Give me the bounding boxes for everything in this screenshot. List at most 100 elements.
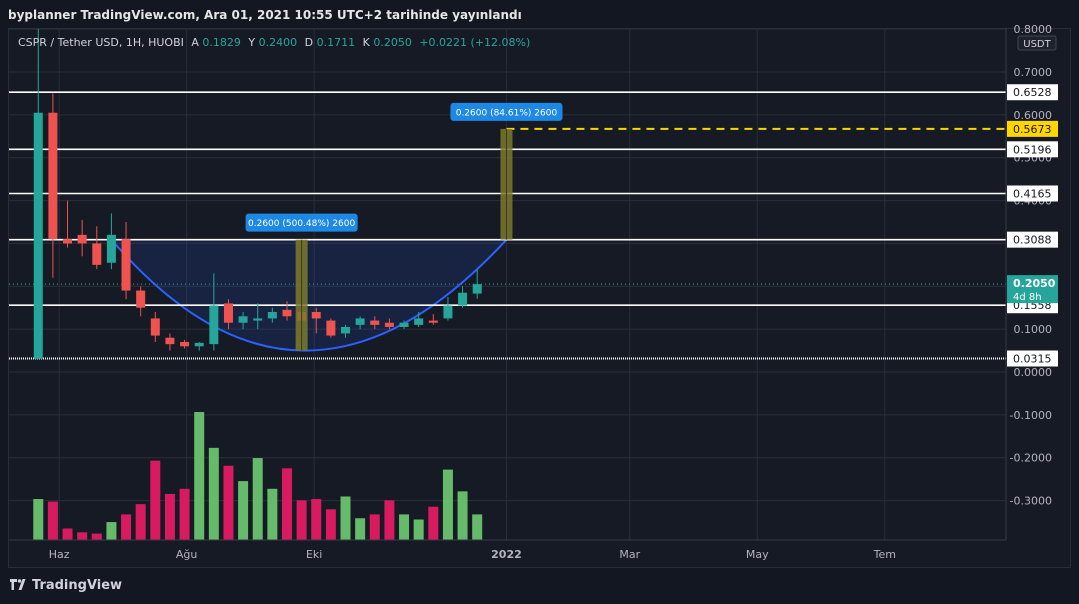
volume-bar [413, 519, 424, 540]
currency-badge [1017, 35, 1057, 51]
volume-bar [135, 504, 146, 540]
candle-body [194, 342, 204, 347]
cup-pattern [110, 238, 508, 352]
legend-low-label: D [305, 36, 313, 49]
price-tick-label: 0.8000 [1014, 23, 1053, 36]
candle-body [77, 234, 87, 244]
time-tick-label: Haz [49, 548, 70, 561]
target-price-label: 0.5673 [1013, 123, 1052, 136]
last-price-label: 0.2050 [1013, 277, 1056, 290]
level-price-label: 0.4165 [1013, 188, 1052, 201]
volume-bar [121, 514, 132, 540]
candle-body [92, 243, 102, 265]
candle-body [326, 320, 336, 336]
price-axis: 0.80000.70000.60000.50000.40000.30000.20… [1005, 23, 1058, 540]
candle-body [63, 239, 73, 244]
candle-body [267, 312, 277, 319]
legend-symbol: CSPR / Tether USD, 1H, HUOBI [18, 36, 184, 49]
volume-bar [472, 514, 483, 540]
price-tick-label: -0.1000 [1010, 409, 1052, 422]
volume-bar [47, 501, 58, 540]
candle-body [472, 284, 482, 294]
volume-bar [399, 514, 410, 540]
publish-header: byplanner TradingView.com, Ara 01, 2021 … [0, 0, 1079, 28]
volume-bar [77, 532, 88, 540]
candle-body [150, 318, 160, 336]
price-tick-label: 0.0000 [1014, 366, 1053, 379]
legend-close-value: 0.2050 [373, 36, 412, 49]
legend-close-label: K [363, 36, 371, 49]
legend-open-value: 0.1829 [202, 36, 241, 49]
volume-bar [194, 412, 205, 540]
legend-change: +0.0221 (+12.08%) [419, 36, 530, 49]
brand-label: TradingView [32, 578, 123, 593]
candle-body [399, 322, 409, 327]
volume-bar [281, 468, 292, 540]
candle-body [355, 318, 365, 325]
level-price-tag [1007, 231, 1058, 248]
level-price-tag [1007, 84, 1058, 101]
level-price-label: 0.0315 [1013, 353, 1052, 366]
candle-body [238, 316, 248, 323]
candle-body [106, 234, 116, 263]
volume-bar [223, 465, 234, 540]
level-price-label: 0.3088 [1013, 234, 1052, 247]
candle-body [414, 318, 424, 325]
publish-info: byplanner TradingView.com, Ara 01, 2021 … [8, 8, 522, 22]
bar-countdown-label: 4d 8h [1013, 292, 1042, 303]
candle-body [384, 322, 394, 327]
volume-bar [428, 506, 439, 540]
candle-body [443, 305, 453, 319]
price-tick-label: -0.2000 [1010, 452, 1052, 465]
candle-body [121, 239, 131, 291]
measure-label: 0.2600 (84.61%) 2600 [456, 108, 558, 118]
candle-body [341, 327, 351, 334]
time-tick-label: Tem [873, 548, 896, 561]
level-price-tag [1007, 185, 1058, 202]
price-tick-label: 0.1000 [1014, 323, 1053, 336]
time-axis: Haz Ağu Eki 2022 Mar May Tem [9, 539, 1006, 561]
measure-label-box [450, 102, 563, 121]
candle-body [370, 320, 380, 325]
candle-body [180, 342, 190, 347]
legend-high-value: 0.2400 [259, 36, 298, 49]
measure-tools: 0.2600 (500.48%) 2600 0.2600 (84.61%) 260… [245, 102, 563, 351]
volume-bar [355, 518, 366, 540]
candle-body [48, 112, 58, 240]
tradingview-brand[interactable]: TradingView [10, 578, 122, 593]
volume-bar [442, 469, 453, 540]
volume-bar [252, 458, 263, 540]
legend-low-value: 0.1711 [317, 36, 356, 49]
time-tick-label: May [746, 548, 769, 561]
time-tick-label: Mar [619, 548, 640, 561]
last-price-tag [1007, 275, 1058, 304]
volume-bar [164, 493, 175, 540]
volume-bar [91, 533, 102, 540]
legend-high-label: Y [247, 36, 255, 49]
candle-body [458, 292, 468, 306]
volume-bar [238, 481, 249, 540]
symbol-legend: CSPR / Tether USD, 1H, HUOBI A 0.1829 Y … [18, 36, 530, 49]
volume-bar [267, 488, 278, 540]
level-price-tag [1007, 141, 1058, 158]
currency-label: USDT [1023, 39, 1051, 50]
volume-bar [33, 499, 44, 540]
candles [33, 29, 482, 359]
price-tick-label: -0.3000 [1010, 495, 1052, 508]
candle-body [223, 303, 233, 323]
candle-body [33, 112, 43, 359]
volume-bar [369, 514, 380, 540]
svg-text:CSPR / Tether USD, 1H, HUOBI: CSPR / Tether USD, 1H, HUOBI A 0.1829 Y … [18, 36, 530, 49]
time-tick-label: 2022 [491, 548, 522, 561]
volume-bar [179, 488, 190, 540]
level-price-tag [1007, 350, 1058, 367]
price-tick-label: 0.7000 [1014, 66, 1053, 79]
candle-body [428, 320, 438, 323]
price-tick-label: 0.6000 [1014, 109, 1053, 122]
volume-bar [106, 522, 117, 540]
volume-bar [325, 509, 336, 540]
volume-bars [33, 412, 483, 540]
measure-label: 0.2600 (500.48%) 2600 [248, 219, 355, 229]
volume-bar [150, 460, 161, 540]
